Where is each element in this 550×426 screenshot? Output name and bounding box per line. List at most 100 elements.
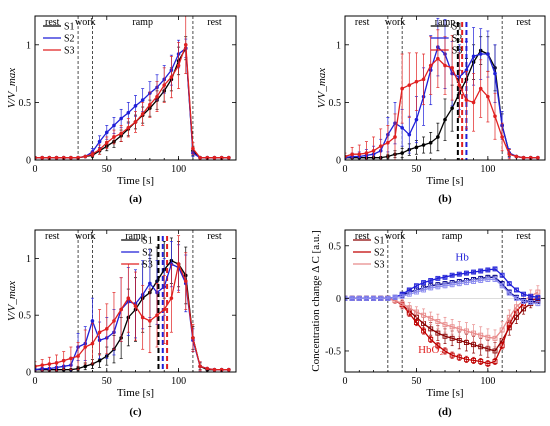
data-point [90, 319, 95, 323]
data-point [528, 293, 534, 299]
data-point [435, 275, 441, 281]
plot-area [35, 16, 231, 160]
data-point [97, 147, 102, 152]
y-axis-label: V/V_max [6, 68, 18, 108]
data-point [357, 152, 362, 157]
data-point [61, 155, 66, 160]
data-point [499, 343, 505, 349]
data-point [112, 319, 116, 323]
series-line [35, 44, 229, 159]
data-point [456, 354, 462, 360]
y-axis-label: V/V_max [6, 281, 18, 321]
data-point [148, 281, 152, 286]
data-point [436, 56, 440, 61]
phase-label-ramp: ramp [125, 231, 146, 242]
data-point [406, 305, 412, 311]
data-point [97, 139, 102, 144]
phase-label-work: work [385, 231, 406, 242]
data-point [456, 337, 462, 343]
data-point [414, 145, 419, 150]
data-point [486, 52, 490, 56]
data-point [535, 294, 541, 300]
series-s2 [345, 17, 540, 160]
y-tick-label: 0 [336, 294, 341, 305]
data-point [464, 98, 469, 102]
data-point [212, 155, 217, 160]
data-point [457, 83, 462, 87]
data-point [227, 155, 231, 160]
data-point [76, 155, 80, 160]
series-line [35, 47, 229, 159]
data-point [155, 313, 159, 318]
data-point [413, 289, 419, 295]
series-line [345, 45, 538, 159]
x-axis-label: Time [s] [426, 175, 463, 187]
x-tick-label: 50 [102, 376, 112, 387]
data-point [450, 106, 454, 110]
data-point [492, 359, 498, 364]
annotation-hbo2: HbO₂ [418, 344, 443, 356]
data-point [126, 125, 131, 130]
phase-label-ramp: ramp [132, 17, 153, 28]
data-point [521, 155, 526, 160]
data-point [442, 283, 448, 289]
data-point [126, 110, 131, 115]
y-tick-label: -0.5 [325, 346, 341, 357]
data-point [112, 135, 116, 139]
x-axis-label: Time [s] [426, 387, 463, 399]
data-point [198, 364, 202, 369]
y-tick-label: 0.5 [329, 98, 342, 109]
series-line [35, 261, 229, 371]
data-point [378, 144, 383, 148]
data-point [406, 291, 412, 297]
data-point [104, 140, 109, 145]
plot-area [345, 17, 540, 160]
data-point [478, 86, 483, 91]
data-point [119, 307, 123, 312]
data-point [471, 279, 477, 284]
data-point [400, 125, 404, 130]
data-point [364, 151, 369, 155]
data-point [219, 155, 224, 160]
data-point [356, 295, 362, 301]
phase-label-rest: rest [516, 231, 531, 242]
data-point [443, 117, 447, 122]
data-point [435, 319, 441, 324]
x-tick-label: 0 [343, 376, 348, 387]
data-point [104, 130, 109, 135]
data-point [463, 280, 469, 286]
data-point [449, 282, 455, 288]
data-point [350, 152, 354, 157]
series-s2 [345, 295, 541, 368]
y-tick-label: 0 [26, 368, 31, 379]
series-line [35, 259, 229, 371]
series-s3 [35, 16, 231, 160]
data-point [450, 66, 454, 70]
data-point [162, 83, 167, 87]
legend-label-s1: S1 [64, 22, 75, 33]
data-point [421, 287, 427, 293]
data-point [492, 335, 498, 341]
data-point [506, 281, 512, 287]
data-point [521, 299, 527, 304]
data-point [456, 281, 462, 287]
data-point [363, 295, 369, 301]
data-point [371, 295, 377, 301]
data-point [76, 354, 80, 358]
annotation-hb: Hb [455, 252, 469, 264]
data-point [493, 71, 497, 76]
data-point [140, 112, 145, 116]
panel-c: rest work ramp rest 0 50 100 0 0.5 1 Time [s] V/V_m… [6, 229, 237, 418]
data-point [449, 335, 455, 341]
phase-label-rest: rest [355, 17, 370, 28]
data-point [227, 367, 231, 372]
data-point [421, 328, 427, 334]
data-point [513, 295, 519, 301]
data-point [513, 304, 519, 310]
data-point [176, 63, 181, 68]
legend-label-s1: S1 [142, 236, 153, 247]
data-point [428, 336, 434, 342]
phase-label-rest: rest [207, 17, 222, 28]
